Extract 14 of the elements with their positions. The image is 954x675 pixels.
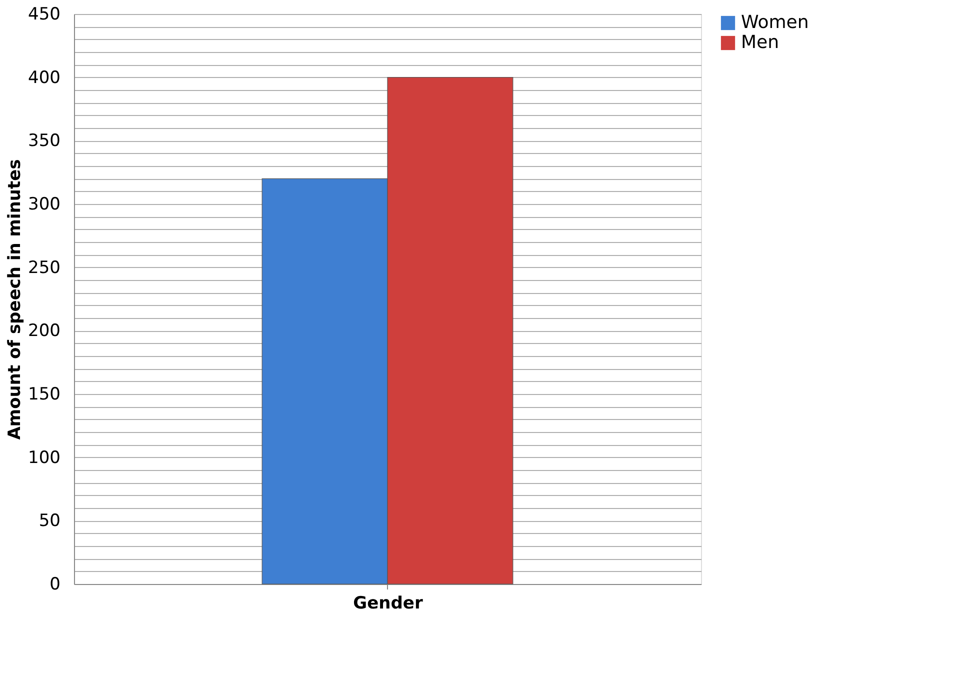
y-tick-label: 450 [28,4,60,24]
legend-label: Men [741,32,780,53]
y-tick-label: 150 [28,384,60,404]
x-axis-title: Gender [353,594,424,614]
y-tick-label: 300 [28,194,60,214]
y-tick-label: 200 [28,321,60,342]
y-tick-label: 400 [28,68,60,88]
y-tick-label: 50 [38,511,60,532]
y-tick-label: 0 [50,574,60,594]
y-axis-title: Amount of speech in minutes [5,159,26,440]
y-tick-label: 100 [28,448,60,468]
y-tick-label: 350 [28,131,60,152]
y-tick-label: 250 [28,258,60,278]
legend-label: Women [741,12,809,33]
